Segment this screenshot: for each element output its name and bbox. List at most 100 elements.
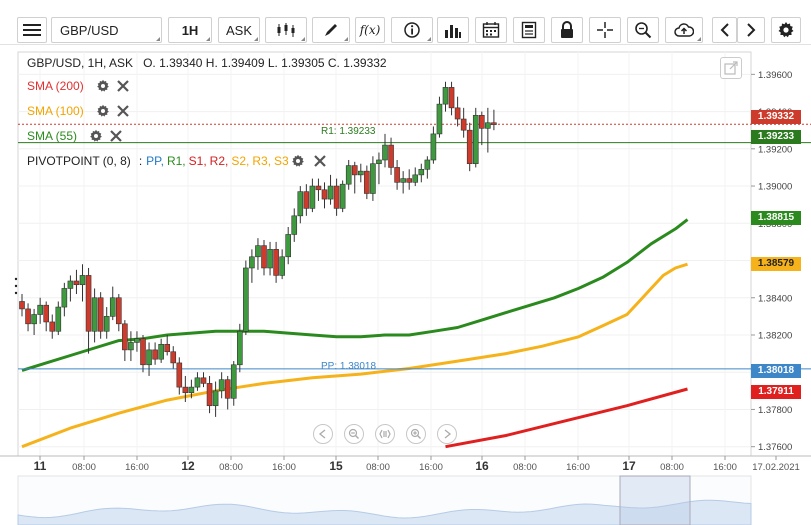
pivot-item-s2: S2,	[231, 154, 250, 168]
x-tick-label: 11	[34, 459, 47, 473]
x-tick-label: 08:00	[72, 462, 96, 473]
candle-body	[460, 118, 467, 131]
x-tick-label: 08:00	[219, 462, 243, 473]
candle-body	[25, 308, 31, 325]
candle	[255, 238, 261, 270]
candle	[466, 122, 473, 172]
navigator-window	[619, 475, 691, 525]
candle-body	[388, 144, 394, 168]
x-tick-label: 17.02.2021	[752, 462, 800, 473]
candle	[321, 182, 328, 209]
candle	[158, 338, 164, 363]
candle	[382, 133, 388, 168]
x-tick-label: 15	[329, 459, 343, 473]
candle-body	[109, 297, 116, 317]
calendar-button[interactable]	[475, 17, 507, 43]
symbol-selector[interactable]: GBP/USD	[51, 17, 162, 43]
candle-body	[212, 390, 219, 407]
candle	[73, 269, 80, 295]
fullscreen-button[interactable]	[720, 57, 742, 79]
chart-type-button[interactable]	[265, 17, 307, 43]
ohlc-values: O. 1.39340 H. 1.39409 L. 1.39305 C. 1.39…	[143, 56, 387, 70]
scroll-right-button[interactable]	[737, 17, 765, 43]
lock-button[interactable]	[551, 17, 583, 43]
price-type-selector[interactable]: ASK	[218, 17, 260, 43]
menu-button[interactable]	[17, 17, 47, 43]
r1-line-label: R1: 1.39233	[321, 126, 376, 137]
sma100-remove-close-icon[interactable]	[116, 104, 130, 118]
sma55-legend: SMA (55)	[27, 129, 123, 143]
candle-body	[188, 386, 195, 394]
ohlc-legend: GBP/USD, 1H, ASK O. 1.39340 H. 1.39409 L…	[27, 56, 387, 70]
x-tick-label: 16:00	[272, 462, 296, 473]
candle	[491, 109, 497, 131]
sma100-label: SMA (100)	[27, 104, 84, 118]
candle-body	[206, 383, 213, 407]
info-button[interactable]	[391, 17, 433, 43]
candle	[418, 163, 425, 183]
volume-button[interactable]	[437, 17, 469, 43]
candle	[400, 171, 406, 194]
candle	[134, 331, 140, 352]
navigator-area	[17, 499, 752, 525]
zoom-button[interactable]	[627, 17, 659, 43]
candle-body	[309, 185, 316, 209]
candle-body	[315, 185, 322, 191]
sma200-remove-close-icon[interactable]	[116, 79, 130, 93]
reset-zoom-button[interactable]	[375, 424, 395, 444]
indicators-button[interactable]: f(x)	[355, 17, 385, 43]
zoom-icon	[635, 22, 652, 39]
candle-body	[122, 323, 128, 351]
y-tick-label: 1.38200	[758, 330, 792, 341]
crosshair-button[interactable]	[589, 17, 621, 43]
candle	[339, 180, 346, 213]
sma200-settings-gear-icon[interactable]	[96, 79, 110, 93]
candle	[128, 331, 134, 362]
x-tick-label: 16:00	[419, 462, 443, 473]
pan-left-button[interactable]	[313, 424, 333, 444]
draw-tool-button[interactable]	[312, 17, 350, 43]
pivot-remove-close-icon[interactable]	[313, 154, 327, 168]
gear-icon	[778, 22, 794, 38]
candle-body	[224, 379, 231, 399]
panel-drag-handle[interactable]	[14, 277, 18, 295]
candle-body	[345, 165, 352, 185]
fit-view-icon	[379, 429, 391, 439]
candle	[364, 165, 370, 200]
candle-body	[376, 159, 382, 165]
candle-body	[339, 183, 346, 209]
hamburger-icon	[23, 24, 41, 36]
pivot-settings-gear-icon[interactable]	[291, 154, 305, 168]
price-chart[interactable]: 1.396001.394001.392001.390001.388001.386…	[0, 45, 811, 525]
settings-button[interactable]	[771, 17, 801, 43]
cloud-upload-icon	[674, 23, 694, 37]
candle-body	[55, 306, 62, 332]
sma200-line	[445, 387, 688, 449]
candle-body	[291, 215, 298, 235]
zoom-out-button[interactable]	[344, 424, 364, 444]
pivot-label: PIVOTPOINT (0, 8)	[27, 154, 131, 168]
candle	[230, 361, 237, 406]
pan-right-button[interactable]	[437, 424, 457, 444]
candle-body	[442, 87, 449, 105]
pivot-item-r2: R2,	[209, 154, 229, 168]
sma100-legend: SMA (100)	[27, 104, 130, 118]
fx-label: f(x)	[359, 23, 381, 37]
sma55-price-tag: 1.38815	[751, 211, 801, 225]
triangle-right-icon	[444, 429, 452, 439]
pivot-sep: :	[138, 154, 143, 168]
candle	[61, 282, 68, 317]
sma55-remove-close-icon[interactable]	[109, 129, 123, 143]
interval-selector[interactable]: 1H	[168, 17, 212, 43]
candle-body	[91, 297, 98, 332]
cloud-button[interactable]	[665, 17, 703, 43]
candle-body	[394, 167, 400, 183]
price-type-label: ASK	[225, 22, 252, 38]
pp-line-label: PP: 1.38018	[321, 361, 377, 372]
sma55-settings-gear-icon[interactable]	[89, 129, 103, 143]
sma100-settings-gear-icon[interactable]	[96, 104, 110, 118]
candle	[315, 178, 322, 201]
scroll-left-button[interactable]	[712, 17, 737, 43]
news-button[interactable]	[513, 17, 545, 43]
zoom-in-button[interactable]	[406, 424, 426, 444]
